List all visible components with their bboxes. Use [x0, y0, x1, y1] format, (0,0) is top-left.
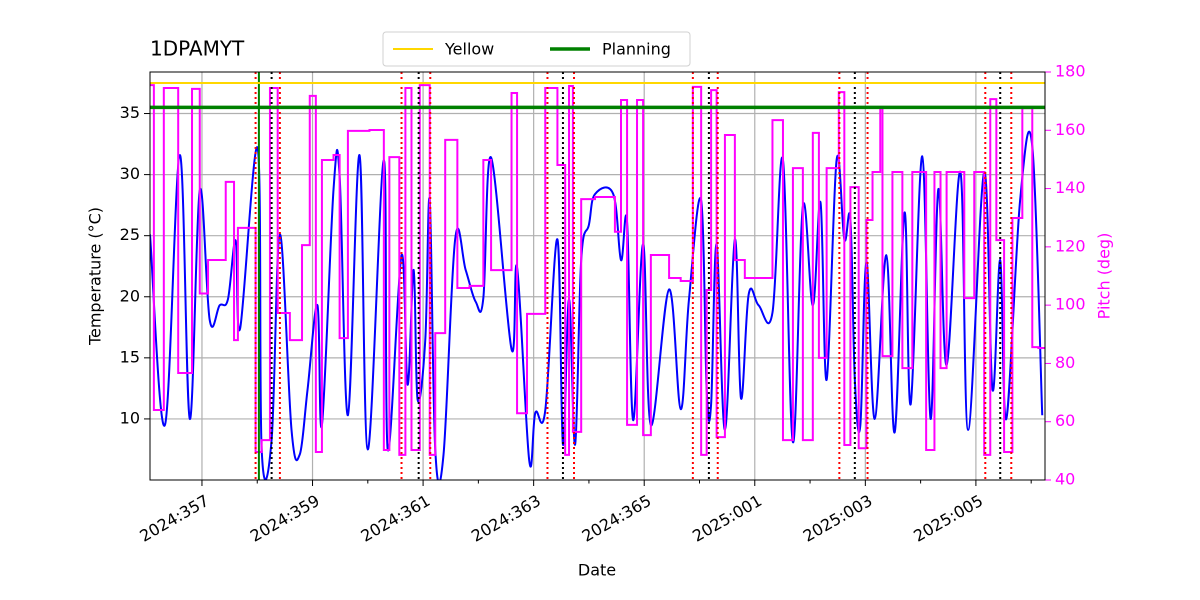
x-tick-label: 2024:363	[468, 491, 544, 546]
y-tick-label: 10	[120, 408, 140, 427]
y2-tick-label: 80	[1055, 353, 1075, 372]
y2-tick-label: 180	[1055, 62, 1086, 81]
y-tick-label: 20	[120, 286, 140, 305]
y2-tick-label: 40	[1055, 470, 1075, 489]
x-tick-label: 2024:359	[247, 491, 323, 546]
x-tick-label: 2024:357	[136, 491, 212, 546]
y-tick-label: 15	[120, 347, 140, 366]
series-line	[150, 130, 1044, 480]
y-tick-label: 30	[120, 164, 140, 183]
x-tick-label: 2025:005	[910, 491, 986, 546]
series-line	[150, 84, 1045, 456]
legend-label: Yellow	[444, 40, 494, 59]
y2-axis-label: Pitch (deg)	[1095, 233, 1114, 320]
chart-title: 1DPAMYT	[150, 37, 245, 61]
x-axis-label: Date	[578, 561, 616, 580]
x-tick-label: 2025:003	[800, 491, 876, 546]
y-tick-label: 25	[120, 225, 140, 244]
x-tick-label: 2024:361	[357, 491, 433, 546]
y-tick-label: 35	[120, 103, 140, 122]
y2-tick-label: 100	[1055, 295, 1086, 314]
y2-tick-label: 60	[1055, 411, 1075, 430]
y2-tick-label: 160	[1055, 120, 1086, 139]
x-tick-label: 2024:365	[579, 491, 655, 546]
plot-area	[150, 72, 1045, 480]
plot-frame	[149, 71, 1046, 481]
y2-tick-label: 140	[1055, 178, 1086, 197]
y-axis-label: Temperature (°C)	[86, 207, 105, 346]
legend-label: Planning	[602, 40, 671, 59]
y2-tick-label: 120	[1055, 236, 1086, 255]
legend-box	[382, 31, 691, 67]
x-tick-label: 2025:001	[689, 491, 765, 546]
